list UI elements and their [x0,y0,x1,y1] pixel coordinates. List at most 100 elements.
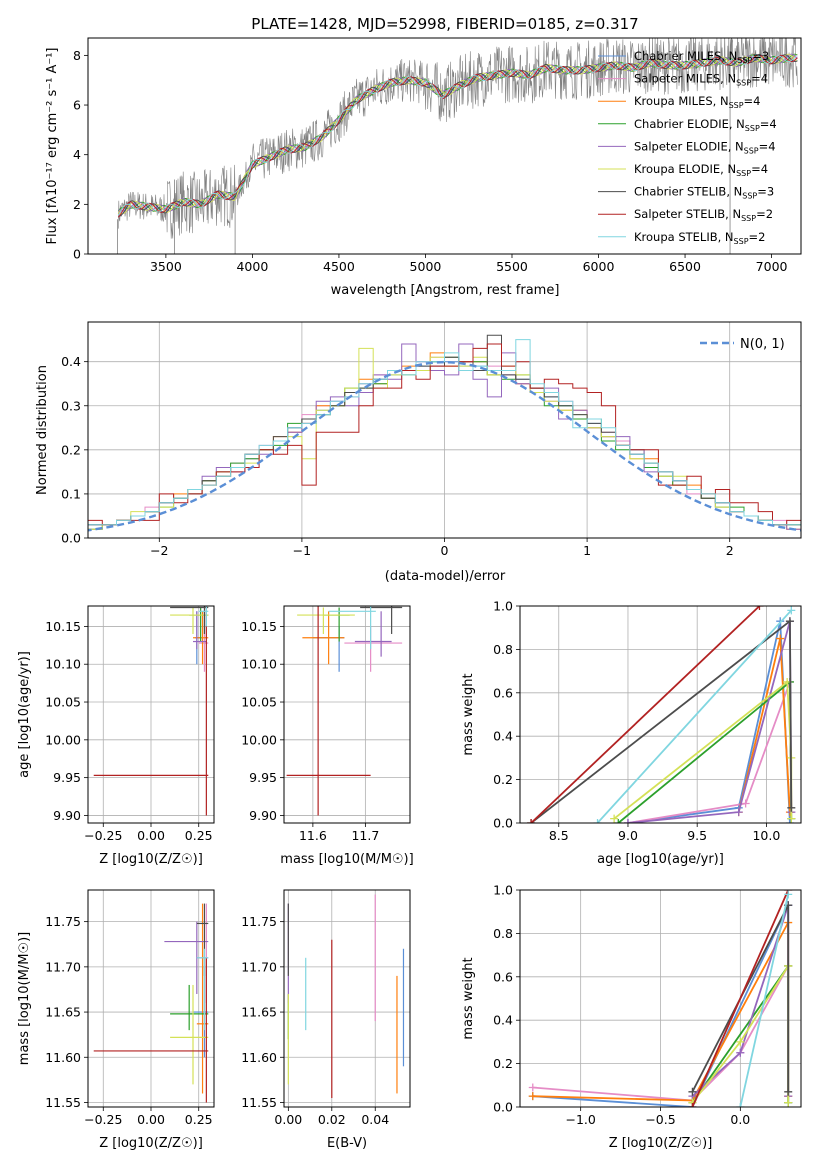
residuals-ytick-label: 0.1 [61,486,81,501]
age_vs_mass-ytick-label: 10.00 [241,732,277,747]
weight_vs_age-xtick-label: 8.5 [549,828,569,843]
spectrum-xtick-label: 3500 [150,259,182,274]
weight-marker [787,606,796,615]
weight-marker [787,803,796,812]
weight-marker [527,819,536,823]
weight_vs_z-frame [519,889,802,1108]
weight_vs_z-ylabel: mass weight [461,957,476,1039]
weight-marker [614,819,623,823]
figure-title: PLATE=1428, MJD=52998, FIBERID=0185, z=0… [251,15,638,33]
age_vs_mass-xlabel: mass [log10(M/M☉)] [280,852,413,867]
spectrum-ytick-label: 2 [73,197,81,212]
spectrum-ylabel: Flux [fλ10⁻¹⁷ erg cm⁻² s⁻¹ A⁻¹] [45,48,60,245]
residuals-xlabel: (data-model)/error [385,569,506,584]
spectrum-xtick-label: 5500 [496,259,528,274]
weight_vs_age-xlabel: age [log10(age/yr)] [597,852,724,867]
mass_vs_z-ylabel: mass [log10(M/M☉)] [17,932,32,1065]
weight-line [691,890,790,1107]
age_vs_z-ylabel: age [log10(age/yr)] [17,651,32,778]
weight-line [530,619,793,823]
age_vs_z-ytick-label: 10.00 [45,732,81,747]
weight_vs_age-ytick-label: 0.0 [493,816,513,831]
residuals-xtick-label: −1 [293,543,311,558]
mass_vs_z-plot-area [93,903,209,1103]
residuals-xtick-label: 2 [726,543,734,558]
weight-marker [528,1083,537,1092]
age_vs_mass-ytick-label: 9.90 [249,808,277,823]
weight-marker [528,1092,537,1101]
spectrum-xtick-label: 6500 [669,259,701,274]
mass_vs_ebv-plot-area [287,894,405,1098]
weight-marker [741,799,750,808]
legend-entry: Chabrier ELODIE, NSSP=4 [634,117,777,133]
spectrum-xtick-label: 4000 [236,259,268,274]
weight_vs_z-xtick-label: 0.0 [730,1112,750,1127]
mass_vs_z-xtick-label: −0.25 [84,1112,122,1127]
age_vs_mass-xtick-label: 11.6 [299,828,327,843]
weight-marker [593,819,602,823]
weight_vs_z-ytick-label: 0.2 [493,1056,513,1071]
weight-line [617,680,793,823]
age_vs_z-frame [87,605,215,824]
weight-marker [785,617,794,626]
age_vs_z-ytick-label: 10.15 [45,619,81,634]
residuals-plot-area [88,334,801,532]
weight_vs_age-ytick-label: 0.4 [493,729,513,744]
age_vs_mass-plot-area [286,606,403,816]
age_vs_mass-ytick-label: 10.10 [241,657,277,672]
age_vs_z-xlabel: Z [log10(Z/Z☉)] [99,852,203,867]
spectrum-ytick-label: 6 [73,98,81,113]
age_vs_z-ytick-label: 9.95 [53,770,81,785]
age_vs_mass-frame [283,605,411,824]
mass_vs_z-ytick-label: 11.75 [45,914,81,929]
legend-entry: Kroupa STELIB, NSSP=2 [634,230,765,246]
legend-entry: Salpeter ELODIE, NSSP=4 [634,139,776,155]
legend-entry: Salpeter MILES, NSSP=4 [634,72,768,88]
mass_vs_ebv-xlabel: E(B-V) [327,1136,367,1151]
weight-marker [787,814,796,823]
weight_vs_age-xtick-label: 9.0 [618,828,638,843]
weight_vs_age-ytick-label: 1.0 [493,599,513,614]
spectrum-data-line [118,38,798,239]
mass_vs_ebv-ytick-label: 11.60 [241,1050,277,1065]
weight_vs_age-frame [519,605,802,824]
weight-line [627,620,793,823]
weight-marker [784,1098,793,1107]
spectrum-plot-area [117,38,798,254]
mass_vs_z-ytick-label: 11.65 [45,1005,81,1020]
spectrum-ytick-label: 0 [73,247,81,262]
residuals-legend-label: N(0, 1) [740,337,785,352]
weight_vs_z-plot-area [528,890,793,1107]
spectrum-ytick-label: 8 [73,48,81,63]
mass_vs_ebv-frame [283,889,411,1108]
age_vs_z-plot-area [93,606,209,816]
weight-marker [623,819,632,823]
mass_vs_z-frame [87,889,215,1108]
age_vs_mass-ytick-label: 10.15 [241,619,277,634]
residuals-xtick-label: 1 [583,543,591,558]
age_vs_z-ytick-label: 10.10 [45,657,81,672]
residuals-ytick-label: 0.0 [61,531,81,546]
mass_vs_z-ytick-label: 11.70 [45,959,81,974]
weight_vs_age-xtick-label: 10.0 [752,828,780,843]
weight_vs_z-ytick-label: 0.6 [493,969,513,984]
weight-marker [785,819,794,823]
age_vs_mass-ytick-label: 9.95 [249,770,277,785]
residuals-ytick-label: 0.3 [61,398,81,413]
age_vs_z-ytick-label: 9.90 [53,808,81,823]
mass_vs_z-xtick-label: 0.25 [185,1112,213,1127]
age_vs_z-xtick-label: −0.25 [84,828,122,843]
age_vs_z-xtick-label: 0.00 [137,828,165,843]
spectrum-xtick-label: 6000 [583,259,615,274]
weight-marker [610,814,619,823]
weight-marker [755,606,764,610]
residuals-ytick-label: 0.4 [61,354,81,369]
legend-entry: Chabrier MILES, NSSP=3 [634,49,769,65]
weight-marker [688,1087,697,1096]
weight_vs_z-ytick-label: 1.0 [493,883,513,898]
residuals-ytick-label: 0.2 [61,442,81,457]
spectrum-xtick-label: 5000 [410,259,442,274]
weight_vs_z-ytick-label: 0.4 [493,1013,513,1028]
mass_vs_ebv-ytick-label: 11.55 [241,1095,277,1110]
